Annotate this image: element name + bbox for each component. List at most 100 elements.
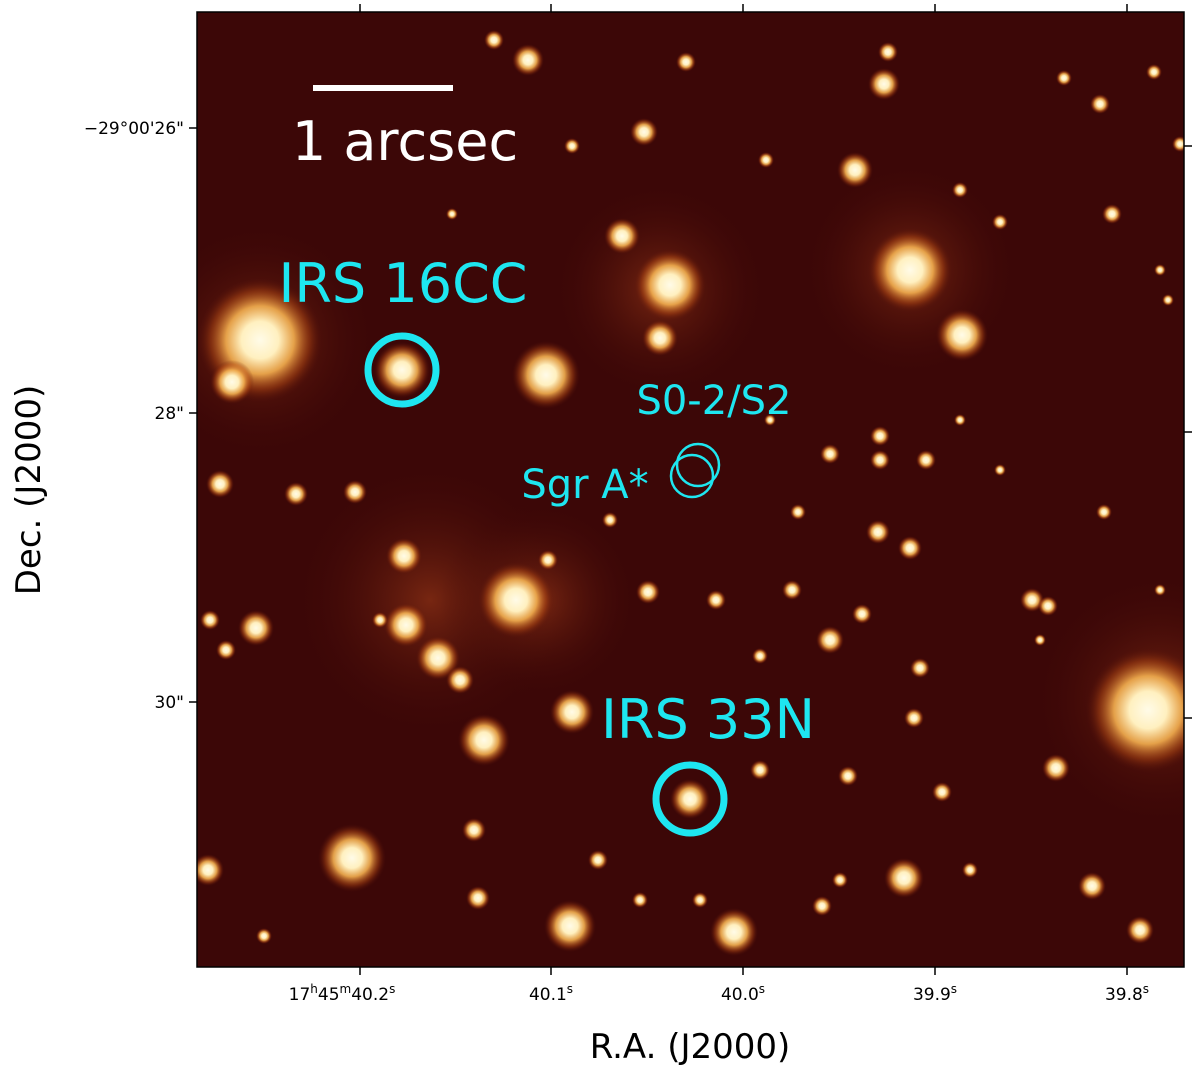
s0-2-marker-circle — [675, 442, 721, 488]
star-36 — [458, 714, 510, 766]
star-51 — [870, 426, 890, 446]
star-10 — [676, 52, 696, 72]
star-75 — [372, 612, 388, 628]
star-78 — [588, 850, 608, 870]
star-23 — [446, 208, 458, 220]
x-axis-title: R.A. (J2000) — [590, 1027, 791, 1067]
star-67 — [1042, 754, 1070, 782]
label-irs-33n: IRS 33N — [601, 688, 815, 751]
x-tick-label-4: 39.8s — [1105, 982, 1149, 1005]
star-69 — [1126, 916, 1154, 944]
star-54 — [706, 590, 726, 610]
star-53 — [790, 504, 806, 520]
star-84 — [994, 464, 1006, 476]
star-6 — [604, 218, 640, 254]
star-3 — [512, 341, 580, 409]
star-42 — [544, 900, 596, 952]
star-44 — [812, 896, 832, 916]
star-34 — [636, 580, 660, 604]
star-19 — [1146, 64, 1162, 80]
star-35 — [550, 690, 594, 734]
star-52 — [916, 450, 936, 470]
star-71 — [992, 214, 1008, 230]
star-13 — [837, 152, 873, 188]
star-86 — [1034, 634, 1046, 646]
star-68 — [1086, 648, 1184, 772]
label-sgr-a-star: Sgr A* — [521, 462, 648, 508]
y-axis-title: Dec. (J2000) — [9, 385, 49, 596]
label-irs-16cc: IRS 16CC — [278, 252, 527, 315]
star-14 — [868, 228, 952, 312]
star-79 — [632, 892, 648, 908]
star-4 — [634, 249, 706, 321]
star-28 — [384, 603, 428, 647]
x-tick-label-0: 17h45m40.2s — [289, 982, 396, 1005]
star-21 — [758, 152, 774, 168]
star-27 — [386, 538, 422, 574]
y-tick-label-0: −29°00'26" — [84, 119, 184, 139]
star-25 — [284, 482, 308, 506]
star-8 — [512, 44, 544, 76]
star-85 — [954, 414, 966, 426]
star-58 — [910, 658, 930, 678]
star-45 — [670, 779, 710, 819]
x-tick-label-3: 39.9s — [913, 982, 957, 1005]
y-tick-label-2: 30" — [155, 693, 184, 713]
star-24 — [206, 470, 234, 498]
star-77 — [832, 872, 848, 888]
star-41 — [256, 928, 272, 944]
star-9 — [484, 30, 504, 50]
y-axis-ticks — [189, 127, 1192, 719]
star-57 — [852, 604, 872, 624]
scale-bar-label: 1 arcsec — [292, 110, 518, 173]
star-61 — [838, 766, 858, 786]
star-88 — [764, 414, 776, 426]
star-38 — [466, 886, 490, 910]
star-5 — [642, 320, 678, 356]
star-17 — [1102, 204, 1122, 224]
star-62 — [884, 858, 924, 898]
star-39 — [318, 824, 386, 892]
irs-16cc-marker-circle — [364, 332, 440, 408]
star-31 — [478, 562, 554, 638]
star-30 — [446, 666, 474, 694]
star-80 — [692, 892, 708, 908]
star-70 — [952, 182, 968, 198]
y-tick-label-1: 28" — [155, 404, 184, 424]
label-s0-2: S0-2/S2 — [636, 378, 791, 424]
star-15 — [936, 309, 988, 361]
image-frame — [196, 11, 1185, 968]
star-56 — [816, 626, 844, 654]
star-65 — [1096, 504, 1112, 520]
irs-33n-marker-circle — [652, 761, 728, 837]
x-tick-label-2: 40.0s — [721, 982, 765, 1005]
star-43 — [710, 908, 758, 956]
star-29 — [416, 636, 460, 680]
x-axis-ticks — [359, 4, 1128, 975]
star-87 — [1154, 584, 1166, 596]
star-60 — [932, 782, 952, 802]
star-66 — [1078, 872, 1106, 900]
star-22 — [564, 138, 580, 154]
star-74 — [216, 640, 236, 660]
sgr-a-star-marker-circle — [669, 453, 715, 499]
star-40 — [197, 854, 224, 886]
star-1 — [210, 360, 254, 404]
star-12 — [878, 42, 898, 62]
x-tick-label-1: 40.1s — [529, 982, 573, 1005]
star-83 — [1162, 294, 1174, 306]
star-73 — [200, 610, 220, 630]
star-11 — [868, 68, 900, 100]
star-64 — [1038, 596, 1058, 616]
star-33 — [602, 512, 618, 528]
star-46 — [750, 760, 770, 780]
star-55 — [782, 580, 802, 600]
star-18 — [1056, 70, 1072, 86]
star-59 — [904, 708, 924, 728]
star-48 — [870, 450, 890, 470]
star-field — [197, 30, 1184, 956]
star-50 — [898, 536, 922, 560]
star-32 — [538, 550, 558, 570]
star-72 — [238, 610, 274, 646]
